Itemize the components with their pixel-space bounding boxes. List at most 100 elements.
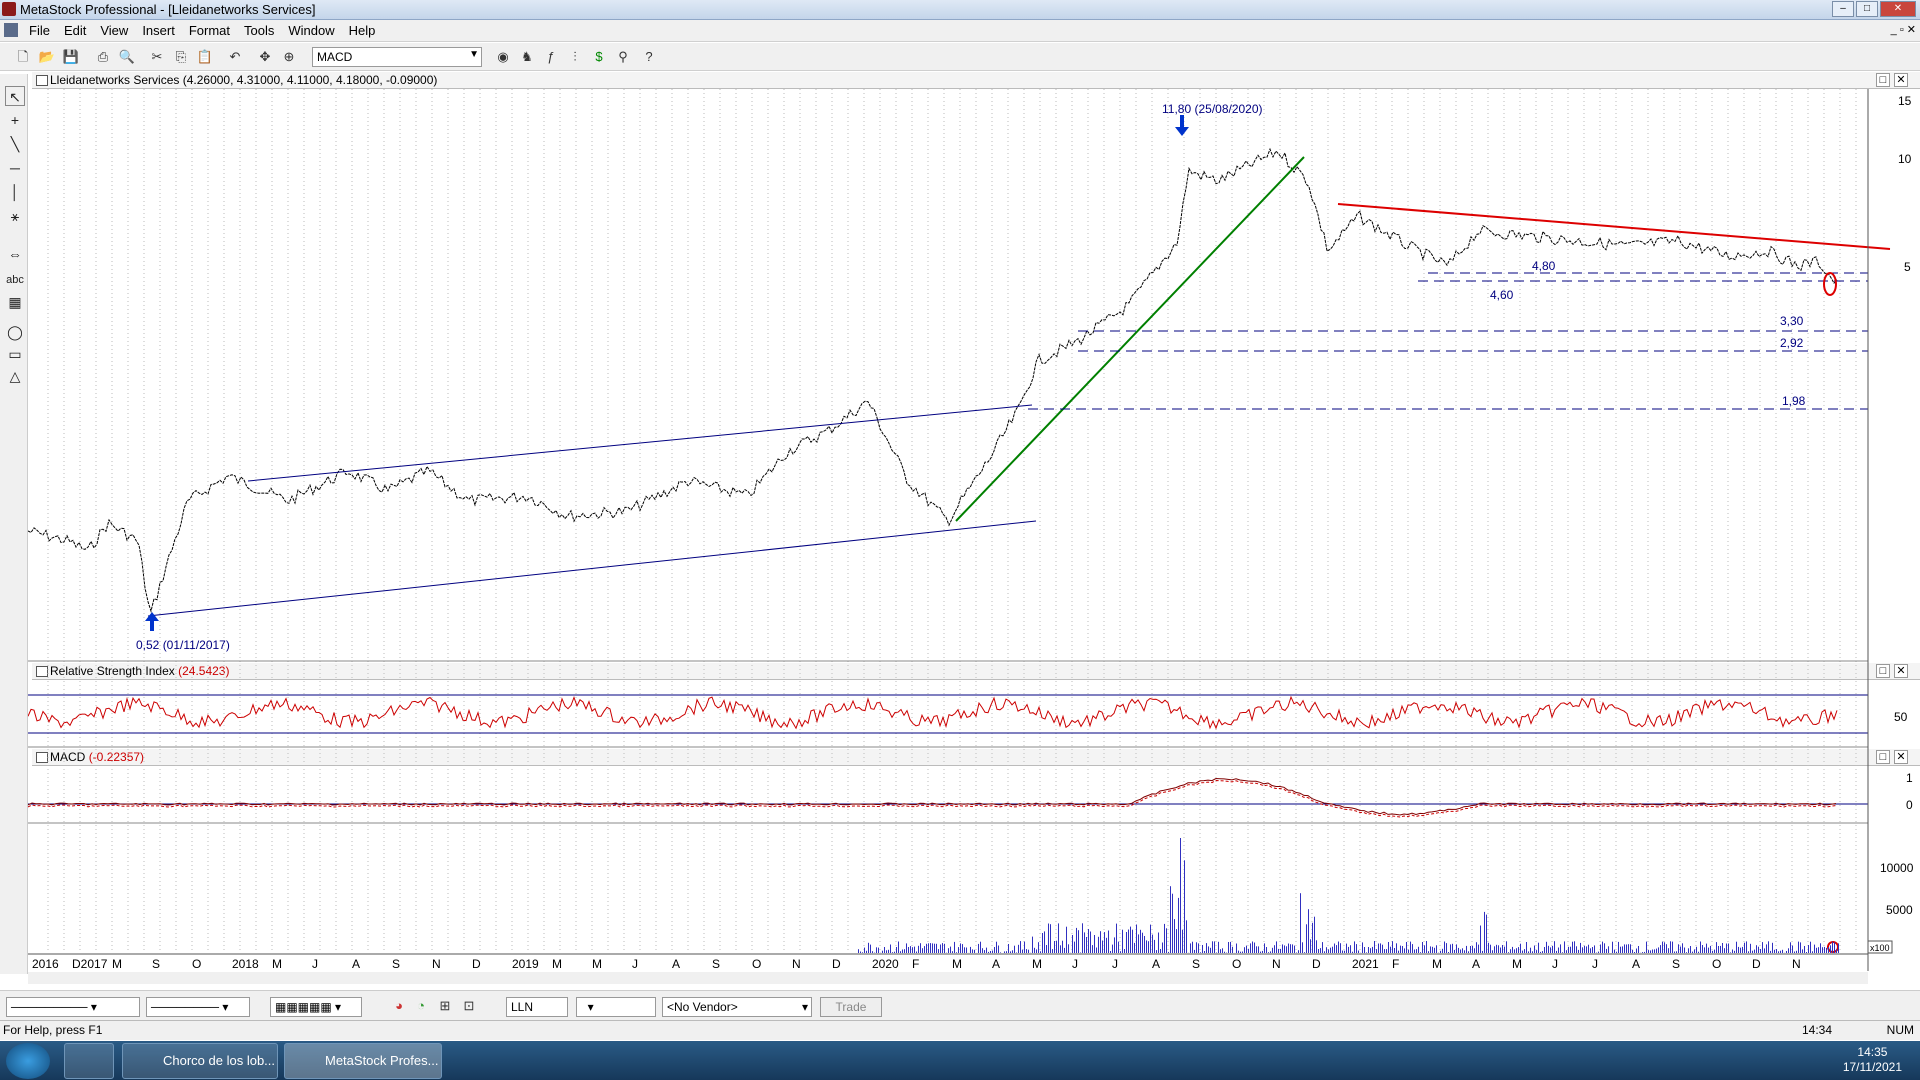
volume-bar [1142,932,1143,953]
minimize-button[interactable]: – [1832,1,1854,17]
volume-bar [1022,949,1023,953]
open-icon[interactable]: 📂 [38,49,56,64]
zoom-icon[interactable]: ⊕ [283,49,295,64]
line-weight-select[interactable]: ──────── ▾ [146,997,250,1017]
pane-maximize-button[interactable]: □ [1876,750,1890,764]
volume-bar [1268,952,1269,953]
volume-bar [1138,934,1139,953]
volume-bar [1630,944,1631,953]
save-icon[interactable]: 💾 [62,49,80,64]
paste-icon[interactable]: 📋 [196,49,214,64]
explorer-task-icon[interactable] [64,1043,114,1079]
volume-bar [1512,946,1513,953]
trade-button[interactable]: Trade [820,997,882,1017]
chart-canvas[interactable]: 11,80 (25/08/2020) 0,52 (01/11/2017) 4,8… [28,71,1920,986]
crosshair-icon[interactable]: + [10,112,20,128]
pane-close-button[interactable]: ✕ [1894,73,1908,87]
price-pane-header[interactable]: Lleidanetworks Services (4.26000, 4.3100… [32,72,1920,89]
vertical-line-icon[interactable]: │ [10,184,20,200]
volume-bar [1304,952,1305,953]
zoom-horizontal-icon[interactable]: ⇔ [8,246,22,262]
indicator-select[interactable]: MACD ▼ [312,47,482,67]
volume-bar [1082,923,1083,953]
volume-bar [1298,950,1299,953]
grid-icon[interactable]: ▦ [8,294,22,310]
volume-bar [1602,941,1603,953]
volume-bar [1524,949,1525,953]
triangle-icon[interactable]: △ [9,368,21,384]
menu-insert[interactable]: Insert [142,23,175,38]
volume-bar [1270,951,1271,953]
horizontal-line-icon[interactable]: ─ [10,160,20,176]
maximize-button[interactable]: □ [1856,1,1878,17]
volume-bar [1504,946,1505,953]
pan-icon[interactable]: ✥ [259,49,271,64]
close-button[interactable]: ✕ [1880,1,1916,17]
volume-bar [876,947,877,953]
symbol-input[interactable]: LLN [506,997,568,1017]
document-icon[interactable] [4,23,18,37]
ellipse-icon[interactable]: ◯ [7,324,23,340]
volume-bar [1382,944,1383,953]
volume-bar [1410,941,1411,953]
print-icon[interactable]: ⎙ [97,49,109,64]
level-480-label: 4,80 [1532,259,1556,273]
layout-icon[interactable]: ⊞ [439,998,451,1013]
vendor-select[interactable]: <No Vendor> ▾ [662,997,812,1017]
volume-bar [1154,939,1155,953]
menu-file[interactable]: File [29,23,50,38]
chrome-icon[interactable]: ◕ [395,998,403,1013]
whats-this-help-icon[interactable]: ? [645,49,653,64]
color-select[interactable]: ▦▦▦▦▦ ▾ [270,997,362,1017]
camera-icon[interactable]: ⊡ [463,998,475,1013]
clock[interactable]: 14:35 17/11/2021 [1843,1045,1902,1075]
dollar-icon[interactable]: $ [595,49,603,64]
volume-bar [1488,942,1489,953]
pane-maximize-button[interactable]: □ [1876,73,1890,87]
menu-tools[interactable]: Tools [244,23,275,38]
volume-bar [1050,924,1051,953]
rectangle-icon[interactable]: ▭ [8,346,22,362]
fibonacci-icon[interactable]: ⚹ [10,208,20,224]
volume-bar [1690,946,1691,953]
menu-format[interactable]: Format [188,23,230,38]
pane-maximize-button[interactable]: □ [1876,664,1890,678]
cut-icon[interactable]: ✂ [151,49,163,64]
volume-bar [1344,950,1345,953]
text-tool-icon[interactable]: abc [6,274,24,286]
copy-icon[interactable]: ⎘ [175,49,187,64]
periodicity-select[interactable]: ▾ [576,997,656,1017]
trendline-icon[interactable]: ╲ [10,136,20,152]
chart-grid [47,89,1857,953]
horizontal-scrollbar[interactable] [28,972,1868,984]
binoculars-icon[interactable]: ⚲ [618,49,628,64]
refresh-icon[interactable]: ◔ [417,998,425,1013]
menu-help[interactable]: Help [348,23,376,38]
volume-bar [1114,937,1115,953]
menu-window[interactable]: Window [288,23,335,38]
x-tick-label: N [1272,957,1281,971]
menu-edit[interactable]: Edit [63,23,87,38]
explorer-icon[interactable]: ◉ [497,49,509,64]
pointer-icon[interactable]: ↖ [5,86,25,106]
menu-view[interactable]: View [100,23,129,38]
expert-icon[interactable]: ♞ [521,49,533,64]
volume-bar [1416,949,1417,953]
volume-bar [1476,942,1477,953]
rsi-pane-header[interactable]: Relative Strength Index (24.5423) □ ✕ [32,663,1920,680]
mdi-controls[interactable]: _ ▫ ✕ [1890,24,1916,36]
pane-close-button[interactable]: ✕ [1894,664,1908,678]
new-icon[interactable]: 🗋 [17,49,29,64]
chart-icon[interactable]: ⫶ [573,49,577,64]
volume-bar [1120,951,1121,953]
line-style-select[interactable]: ───────── ▾ [6,997,140,1017]
start-button[interactable] [6,1043,50,1079]
undo-icon[interactable]: ↶ [229,49,241,64]
chrome-task[interactable]: Chorco de los lob... [122,1043,278,1079]
print-preview-icon[interactable]: 🔍 [118,49,136,64]
formula-icon[interactable]: ƒ [547,49,555,64]
metastock-task[interactable]: MetaStock Profes... [284,1043,442,1079]
x-tick-label: M [1432,957,1442,971]
volume-bar [1440,950,1441,953]
pane-close-button[interactable]: ✕ [1894,750,1908,764]
